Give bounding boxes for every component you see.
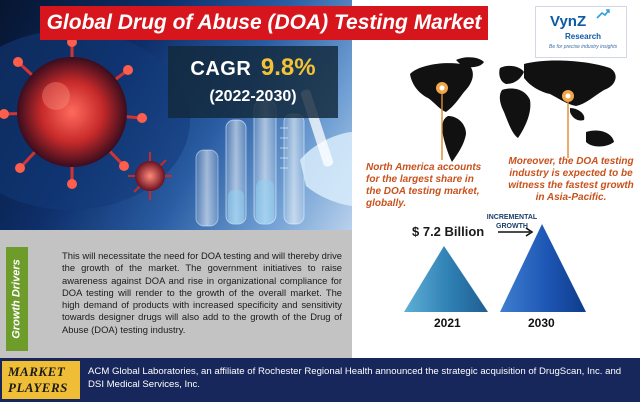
logo-tagline: Be for precise industry insights [549, 44, 618, 50]
gloved-hand [300, 132, 352, 206]
growth-drivers-tab-label: Growth Drivers [11, 259, 23, 339]
triangle-2030 [500, 224, 586, 312]
logo-arrow-icon [596, 9, 610, 19]
logo-sub: Research [565, 32, 602, 41]
north-america-callout: North America accounts for the largest s… [366, 162, 482, 209]
cagr-box: CAGR 9.8% (2022-2030) [168, 46, 338, 118]
cagr-line: CAGR 9.8% [168, 54, 338, 82]
market-players-line1: MARKET [8, 364, 66, 379]
world-map [410, 57, 616, 162]
company-logo: VynZ Research Be for precise industry in… [535, 6, 627, 58]
right-panel: North America accounts for the largest s… [352, 40, 640, 358]
growth-arrow-icon [498, 227, 534, 237]
location-pin-icon [562, 90, 574, 102]
market-players-line2: PLAYERS [8, 380, 68, 395]
incremental-growth-label: INCREMENTAL GROWTH [472, 213, 552, 231]
year-2021-label: 2021 [434, 316, 461, 330]
growth-label-line2: GROWTH [496, 223, 528, 230]
logo-name: VynZ [550, 13, 587, 30]
growth-label-line1: INCREMENTAL [486, 214, 538, 221]
market-players-strip: MARKET PLAYERS ACM Global Laboratories, … [0, 358, 640, 402]
cagr-label: CAGR [190, 58, 252, 80]
year-2030-label: 2030 [528, 316, 555, 330]
lab-test-tubes [195, 99, 305, 227]
market-value: $ 7.2 Billion [412, 224, 485, 239]
asia-pacific-callout: Moreover, the DOA testing industry is ex… [508, 156, 634, 203]
market-players-badge: MARKET PLAYERS [2, 361, 80, 399]
triangle-2021 [404, 246, 488, 312]
cagr-period: (2022-2030) [209, 88, 297, 105]
lab-scene-illustration [0, 30, 352, 227]
growth-drivers-tab: Growth Drivers [6, 247, 28, 351]
small-virus-illustration [128, 152, 172, 200]
cagr-value: 9.8% [260, 54, 316, 81]
virus-illustration [0, 37, 147, 189]
market-players-text: ACM Global Laboratories, an affiliate of… [88, 366, 622, 390]
growth-drivers-panel: Growth Drivers This will necessitate the… [0, 230, 352, 358]
location-pin-icon [436, 82, 448, 94]
growth-drivers-text: This will necessitate the need for DOA t… [62, 250, 342, 335]
growth-triangles [404, 224, 586, 312]
page-title: Global Drug of Abuse (DOA) Testing Marke… [40, 6, 488, 40]
